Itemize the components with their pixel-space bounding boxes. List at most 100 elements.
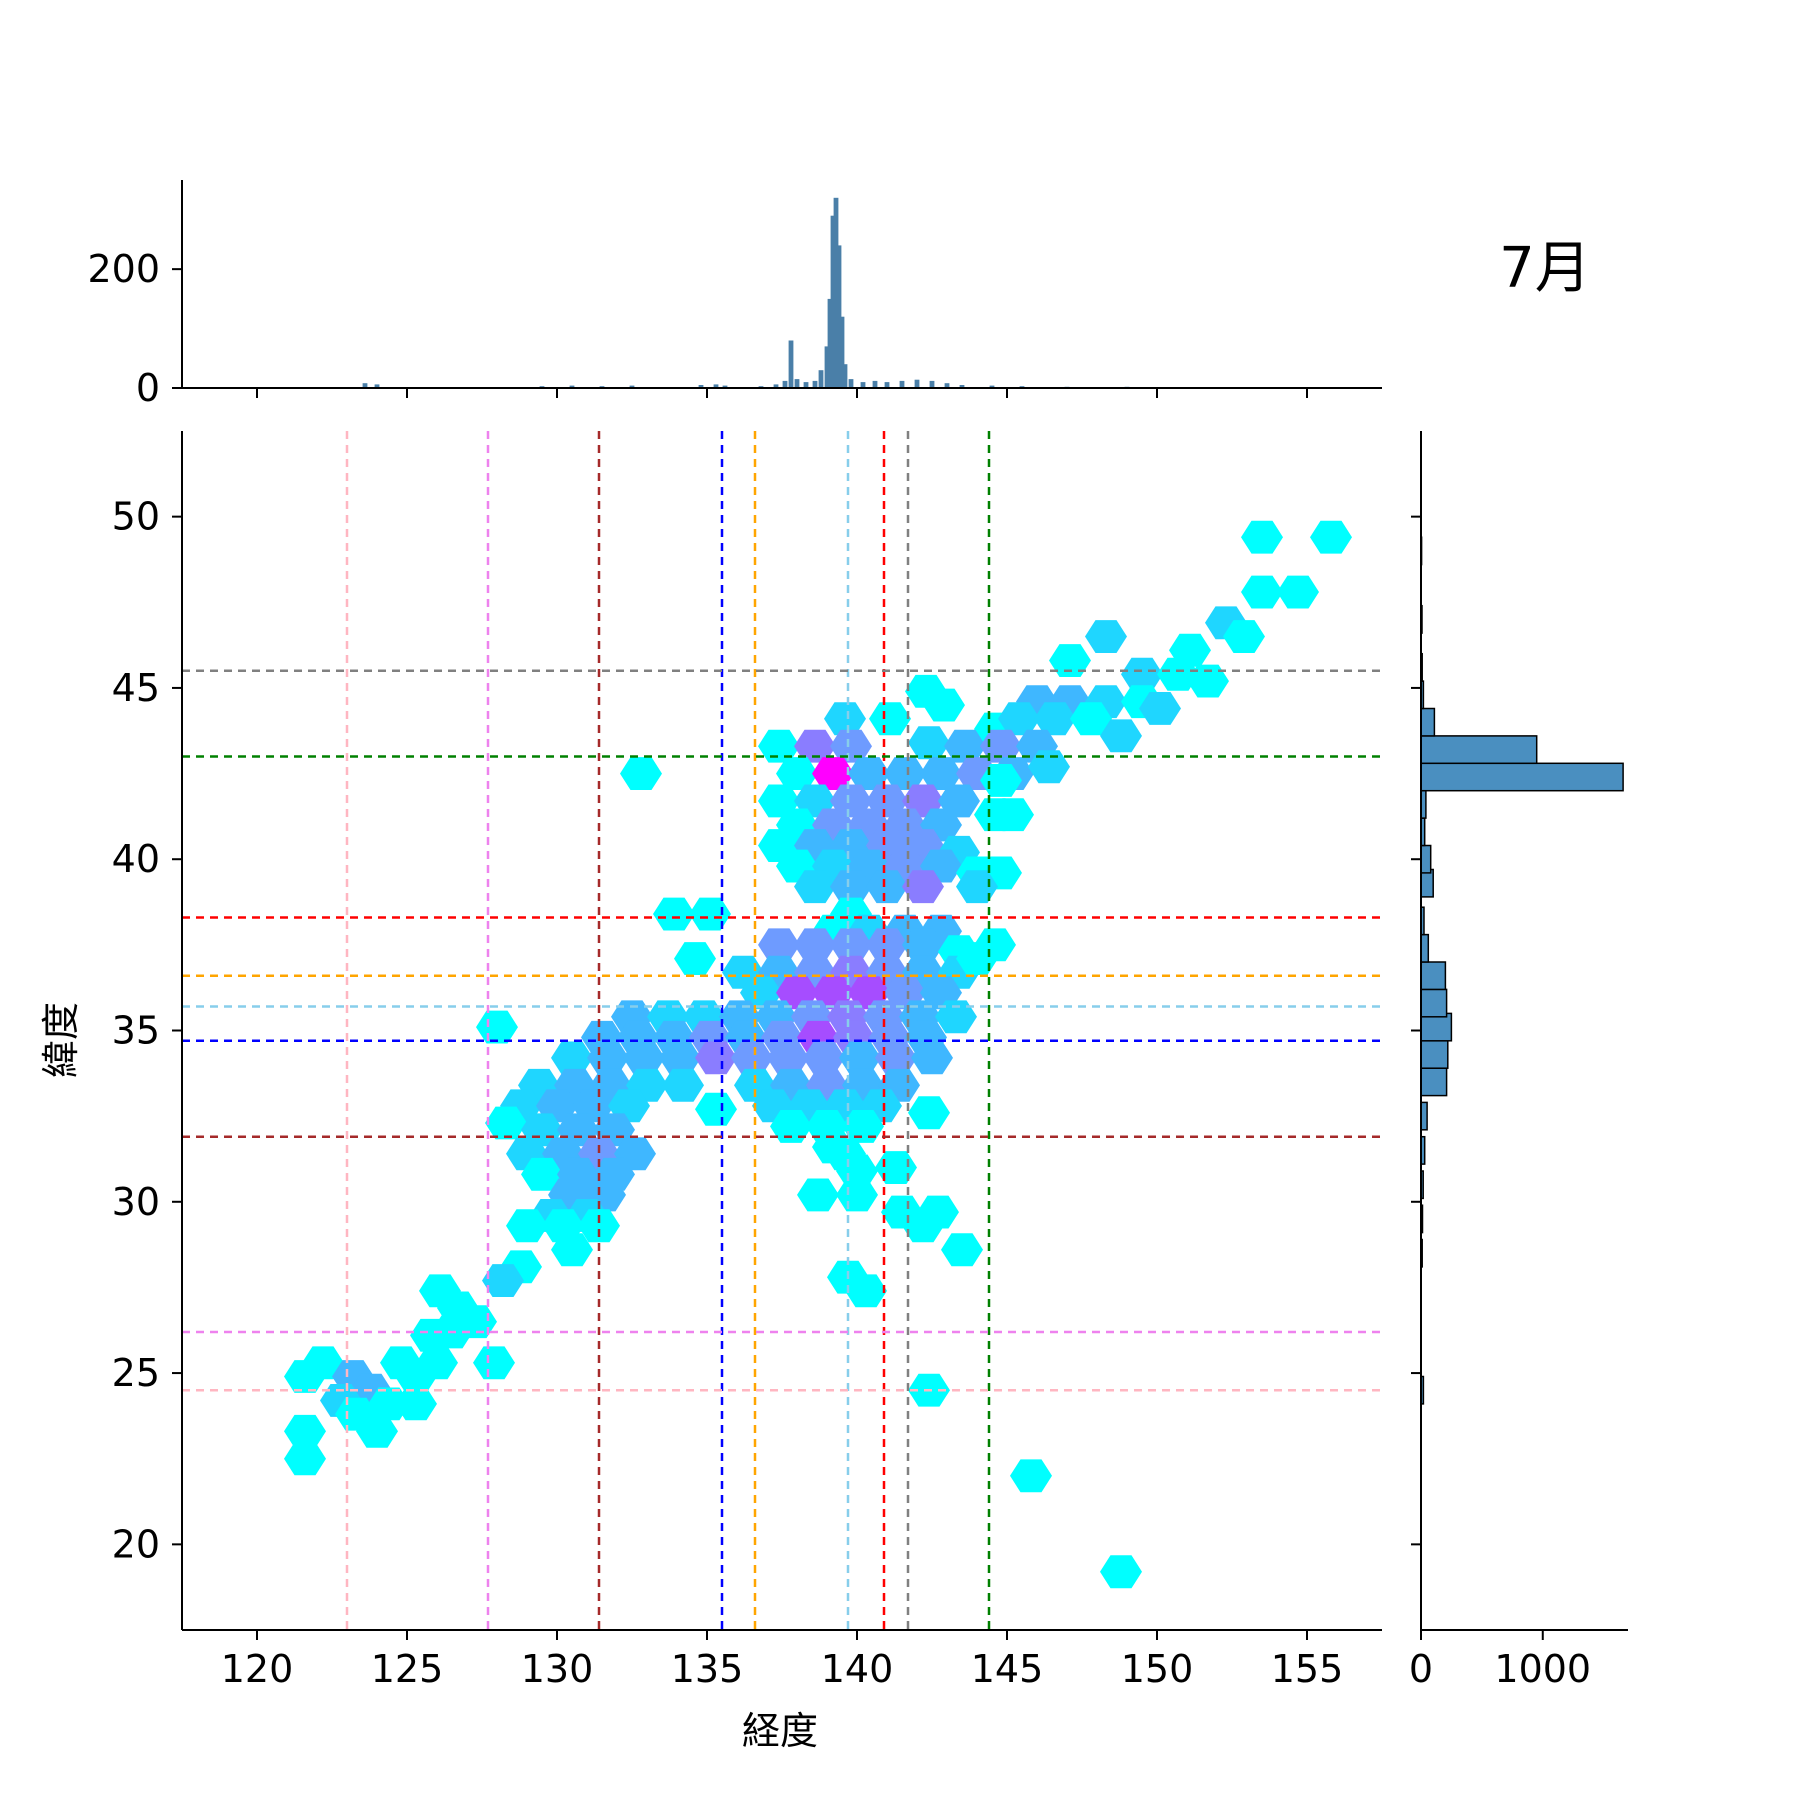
hexbin-cell: [1049, 644, 1091, 677]
hexbin-cell: [1010, 1459, 1052, 1493]
hexbin-cell: [776, 757, 818, 790]
top-histogram-bars: [362, 197, 1130, 388]
top-histogram-bar: [824, 346, 830, 388]
hexbin-cell: [902, 1209, 944, 1243]
y-tick-label: 25: [112, 1351, 160, 1395]
right-histogram-bar: [1420, 988, 1448, 1018]
top-histogram-bar: [884, 382, 890, 388]
chart-title: 7月: [1499, 236, 1591, 301]
top-histogram-bar: [848, 379, 854, 388]
hexbin-cell: [866, 928, 908, 962]
right-histogram-bars: [1420, 536, 1624, 1405]
hexbin-cell: [395, 1360, 437, 1393]
top-histogram-bar: [818, 370, 824, 388]
hexbin-cell: [842, 1110, 884, 1143]
top-histogram-bar: [788, 340, 794, 388]
hexbin-cell: [923, 688, 965, 722]
top-histogram-bar: [839, 316, 845, 388]
y-axis-label: 緯度: [39, 1002, 83, 1078]
hexbin-cell: [956, 870, 998, 904]
hexbin-cell: [830, 870, 872, 904]
right-histogram-bar: [1420, 707, 1436, 737]
hexbin-cell: [620, 757, 662, 790]
right-histogram-bar: [1420, 933, 1430, 963]
hexbin-cell: [839, 1041, 881, 1075]
right-histogram-x-tick-label: 1000: [1494, 1647, 1591, 1691]
top-histogram-bar: [803, 382, 809, 388]
hexbin-cell: [1070, 702, 1112, 736]
right-marginal-histogram: 0 1000: [1409, 431, 1628, 1691]
top-histogram-bar: [989, 385, 995, 388]
main-hexbin-plot: 120 125 130 135 140 145 150 155 20 25 30 35 40 45 50: [112, 431, 1382, 1691]
right-histogram-bar: [1420, 844, 1432, 874]
hexbin-cell: [992, 798, 1034, 832]
hexbin-cell: [911, 1041, 953, 1075]
top-histogram-y-tick-label: 0: [136, 366, 160, 410]
hexbin-cell: [770, 1110, 812, 1143]
hexbin-cell: [830, 928, 872, 962]
top-marginal-histogram: 0 200: [87, 180, 1382, 410]
hexbin-cell: [368, 1387, 410, 1421]
hexbin-cell: [623, 1041, 665, 1075]
top-histogram-bar: [794, 379, 800, 388]
hexbin-cell: [356, 1414, 398, 1448]
hexbin-cell: [521, 1157, 563, 1191]
hexbin-cell: [797, 1178, 839, 1212]
hexbin-cell: [935, 1000, 977, 1034]
x-tick-label: 120: [221, 1647, 294, 1691]
hexbin-cell: [1241, 575, 1283, 609]
top-histogram-bar: [836, 245, 842, 388]
hexbin-cell: [908, 726, 950, 760]
hexbin-cell: [476, 1010, 518, 1044]
top-histogram-bar: [722, 385, 728, 388]
hexbin-cell: [1223, 620, 1265, 653]
y-tick-label: 50: [112, 495, 160, 539]
hexbin-cell: [1310, 520, 1352, 554]
top-histogram-bar: [713, 384, 719, 388]
y-tick-label: 45: [112, 666, 160, 710]
hexbin-cell: [1028, 750, 1070, 784]
hexbin-cell: [845, 1274, 887, 1308]
hexbin-cell: [695, 1092, 737, 1126]
hexbin-cell: [395, 1387, 437, 1421]
hexbin-cell: [956, 942, 998, 975]
hexbin-cell: [659, 1041, 701, 1075]
hexbin-cell: [662, 1068, 704, 1102]
x-tick-label: 125: [371, 1647, 444, 1691]
hexbin-cell: [485, 1106, 527, 1140]
hexbin-cell: [695, 1041, 737, 1075]
hexbin-cell: [551, 1233, 593, 1267]
hexbin-cell: [941, 1233, 983, 1267]
hexbin-cell: [794, 870, 836, 904]
hexbin-cells: [284, 520, 1352, 1589]
hexbin-cell: [506, 1209, 548, 1243]
hexbin-cell: [998, 702, 1040, 736]
hexbin-cell: [884, 757, 926, 790]
x-tick-label: 130: [521, 1647, 594, 1691]
right-histogram-bar: [1420, 1067, 1448, 1097]
x-tick-label: 145: [971, 1647, 1044, 1691]
hexbin-cell: [758, 928, 800, 962]
top-histogram-bar: [944, 383, 950, 388]
y-tick-label: 30: [112, 1180, 160, 1224]
top-histogram-bar: [827, 298, 833, 388]
right-histogram-bar: [1420, 1040, 1449, 1069]
hexbin-cell: [824, 702, 866, 736]
top-histogram-y-tick-label: 200: [87, 247, 160, 291]
top-histogram-bar: [773, 384, 779, 388]
hexbin-cell: [284, 1442, 326, 1476]
hexbin-cell: [1139, 692, 1181, 725]
hexbin-cell: [902, 870, 944, 904]
hexbin-cell: [284, 1360, 326, 1393]
hexbin-cell: [908, 1096, 950, 1130]
top-histogram-bar: [833, 197, 839, 388]
hexbin-cell: [836, 1178, 878, 1212]
hexbin-cell: [869, 702, 911, 736]
hexbin-cell: [578, 1209, 620, 1243]
hexbin-cell: [980, 764, 1022, 797]
hexbin-cell: [866, 870, 908, 904]
hexbin-cell: [551, 1041, 593, 1075]
top-histogram-bar: [812, 380, 818, 388]
hexbin-cell: [1121, 657, 1163, 691]
hexbin-cell: [473, 1346, 515, 1380]
